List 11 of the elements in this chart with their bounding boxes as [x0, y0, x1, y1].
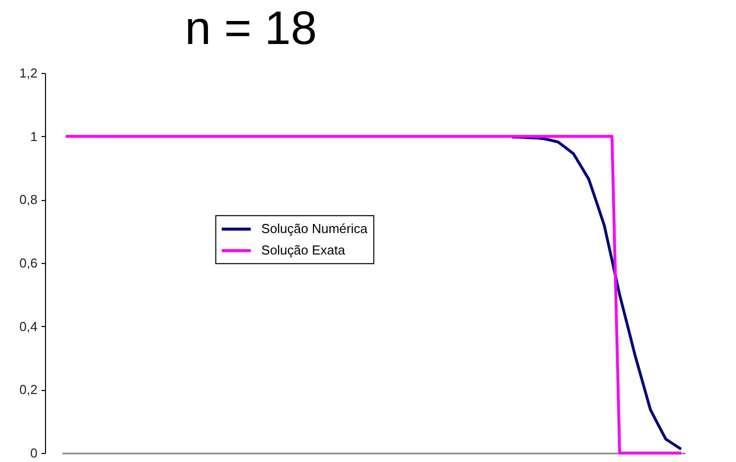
y-tick-label: 1,2 — [19, 66, 38, 80]
y-tick-label: 1 — [30, 128, 38, 144]
y-tick-label: 0,6 — [19, 256, 38, 270]
y-tick-label: 0,2 — [19, 382, 38, 398]
y-tick-label: 0,8 — [19, 192, 38, 208]
y-tick-label: 0 — [30, 446, 38, 460]
y-tick-label: 0,4 — [19, 318, 38, 334]
legend-label: Solução Numérica — [261, 221, 368, 236]
legend-label: Solução Exata — [261, 242, 346, 258]
chart-title: n = 18 — [184, 1, 317, 54]
line-series — [510, 136, 683, 451]
